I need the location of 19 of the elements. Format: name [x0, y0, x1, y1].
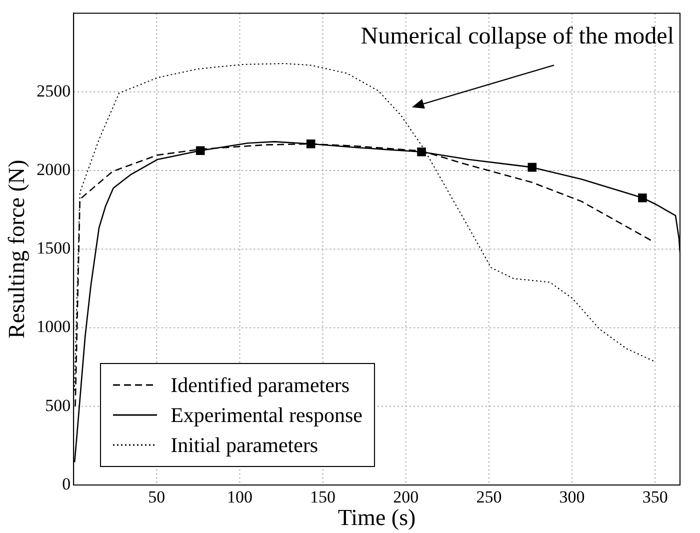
x-tick-label: 350 — [642, 488, 668, 507]
x-tick-label: 50 — [148, 488, 166, 507]
y-tick-label: 1000 — [36, 317, 71, 336]
x-tick-label: 150 — [310, 488, 336, 507]
legend-label: Identified parameters — [170, 372, 350, 398]
legend-label: Initial parameters — [170, 432, 318, 458]
y-tick-label: 2500 — [36, 81, 71, 100]
legend-label: Experimental response — [170, 402, 362, 428]
annotation: Numerical collapse of the model — [360, 23, 674, 50]
y-tick-label: 500 — [45, 396, 71, 415]
x-tick-label: 100 — [226, 488, 252, 507]
y-tick-label: 0 — [62, 474, 71, 494]
x-tick-label: 200 — [393, 488, 419, 507]
x-tick-label: 250 — [476, 488, 502, 507]
y-axis-title: Resulting force (N) — [4, 160, 29, 339]
x-axis-title: Time (s) — [338, 505, 416, 530]
x-tick-label: 300 — [559, 488, 585, 507]
y-tick-label: 2000 — [36, 160, 71, 179]
y-tick-label: 1500 — [36, 238, 71, 258]
